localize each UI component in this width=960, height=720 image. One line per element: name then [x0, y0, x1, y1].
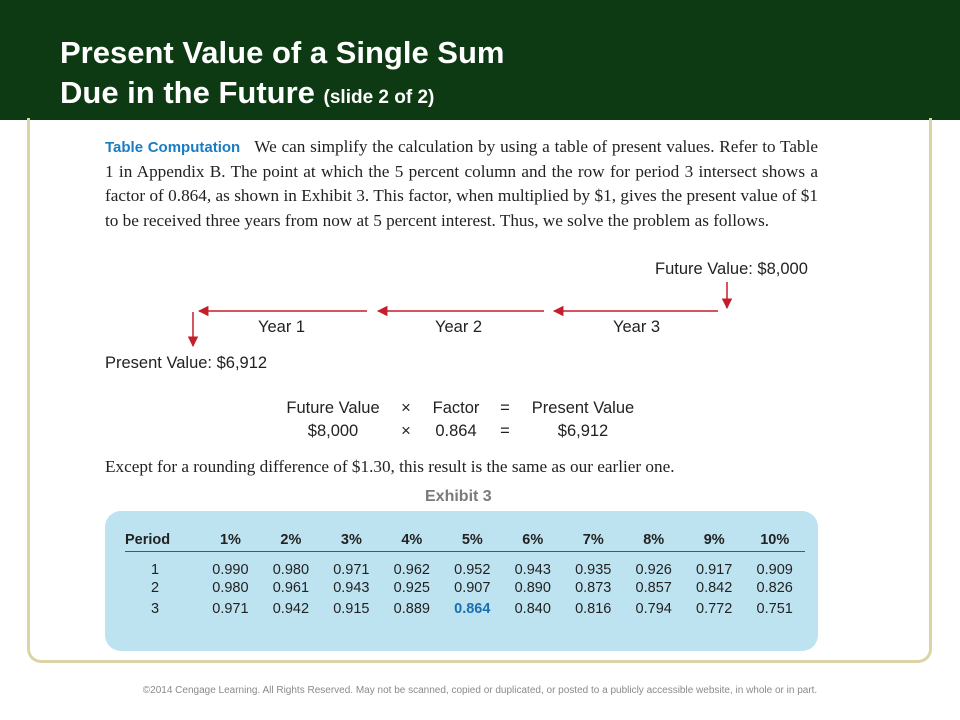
table-cell: 0.961	[272, 580, 310, 596]
col-header-8pct: 8%	[643, 531, 665, 548]
period-cell: 3	[151, 601, 160, 617]
table-cell: 0.826	[756, 580, 793, 596]
title-line-2: Due in the Future (slide 2 of 2)	[60, 73, 504, 118]
year-label-3: Year 3	[613, 318, 661, 336]
highlighted-factor-cell: 0.864	[454, 601, 491, 617]
col-header-10pct: 10%	[760, 531, 790, 548]
col-header-4pct: 4%	[401, 531, 423, 548]
title-line-2-text: Due in the Future	[60, 75, 315, 110]
table-cell: 0.751	[756, 601, 793, 617]
table-cell: 0.890	[514, 580, 551, 596]
col-header-6pct: 6%	[522, 531, 544, 548]
eq-header-present-value: Present Value	[531, 399, 635, 417]
eq-header-times: ×	[401, 399, 411, 417]
copyright-footer: ©2014 Cengage Learning. All Rights Reser…	[142, 685, 818, 696]
timeline-diagram	[187, 282, 733, 348]
table-cell: 0.794	[635, 601, 672, 617]
eq-value-present: $6,912	[557, 422, 609, 440]
future-value-label: Future Value: $8,000	[655, 260, 808, 278]
col-header-7pct: 7%	[582, 531, 604, 548]
table-cell: 0.915	[333, 601, 370, 617]
exhibit-panel: Period 1% 2% 3% 4% 5% 6% 7% 8% 9% 10% 1 …	[103, 504, 822, 657]
paragraph-text: We can simplify the calculation by using…	[105, 137, 818, 230]
table-cell: 0.889	[393, 601, 430, 617]
table-cell: 0.980	[272, 561, 310, 578]
table-cell: 0.926	[635, 561, 672, 578]
lead-heading: Table Computation	[105, 139, 241, 156]
col-header-1pct: 1%	[219, 531, 241, 548]
table-cell: 0.917	[696, 561, 733, 578]
table-cell: 0.907	[454, 580, 491, 596]
table-cell: 0.935	[575, 561, 612, 578]
eq-value-equals: =	[500, 422, 510, 440]
closing-sentence: Except for a rounding difference of $1.3…	[105, 457, 675, 476]
table-cell: 0.952	[454, 561, 491, 578]
eq-value-times: ×	[401, 422, 411, 440]
present-value-table: Period 1% 2% 3% 4% 5% 6% 7% 8% 9% 10% 1 …	[125, 529, 805, 620]
col-header-period: Period	[125, 531, 171, 548]
table-cell: 0.842	[696, 580, 733, 596]
table-cell: 0.816	[575, 601, 612, 617]
exhibit-label: Exhibit 3	[425, 488, 492, 505]
present-value-label: Present Value: $6,912	[105, 354, 268, 372]
eq-value-future: $8,000	[307, 422, 359, 440]
table-row: 2 0.980 0.961 0.943 0.925 0.907 0.890 0.…	[125, 578, 805, 599]
content-frame	[27, 118, 932, 663]
table-row: 1 0.990 0.980 0.971 0.962 0.952 0.943 0.…	[125, 551, 805, 578]
period-cell: 1	[151, 561, 160, 578]
table-cell: 0.857	[635, 580, 672, 596]
eq-header-future-value: Future Value	[286, 399, 380, 417]
eq-header-factor: Factor	[432, 399, 480, 417]
col-header-9pct: 9%	[703, 531, 725, 548]
slide-title: Present Value of a Single Sum Due in the…	[60, 33, 504, 118]
table-cell: 0.772	[696, 601, 733, 617]
table-row: 3 0.971 0.942 0.915 0.889 0.864 0.840 0.…	[125, 599, 805, 620]
table-cell: 0.873	[575, 580, 612, 596]
col-header-5pct: 5%	[461, 531, 483, 548]
period-cell: 2	[151, 580, 160, 596]
table-cell: 0.971	[212, 601, 249, 617]
year-label-1: Year 1	[258, 318, 306, 336]
eq-value-factor: 0.864	[435, 422, 477, 440]
table-cell: 0.962	[393, 561, 430, 578]
table-header-row: Period 1% 2% 3% 4% 5% 6% 7% 8% 9% 10%	[125, 529, 805, 551]
title-suffix: (slide 2 of 2)	[323, 87, 435, 108]
table-cell: 0.943	[333, 580, 370, 596]
table-cell: 0.980	[212, 580, 249, 596]
table-cell: 0.925	[393, 580, 430, 596]
table-cell: 0.943	[514, 561, 551, 578]
exhibit-box: Period 1% 2% 3% 4% 5% 6% 7% 8% 9% 10% 1 …	[105, 511, 818, 651]
table-cell: 0.971	[333, 561, 370, 578]
col-header-2pct: 2%	[280, 531, 302, 548]
table-cell: 0.840	[514, 601, 551, 617]
title-line-1: Present Value of a Single Sum	[60, 35, 505, 70]
textbook-excerpt: Table Computation We can simplify the ca…	[103, 132, 822, 486]
eq-header-equals: =	[500, 399, 510, 417]
explanation-paragraph: Table Computation We can simplify the ca…	[105, 135, 818, 233]
table-cell: 0.990	[212, 561, 249, 578]
col-header-3pct: 3%	[340, 531, 362, 548]
slide-header: Present Value of a Single Sum Due in the…	[0, 0, 960, 120]
table-cell: 0.909	[756, 561, 793, 578]
year-label-2: Year 2	[435, 318, 483, 336]
table-cell: 0.942	[272, 601, 310, 617]
